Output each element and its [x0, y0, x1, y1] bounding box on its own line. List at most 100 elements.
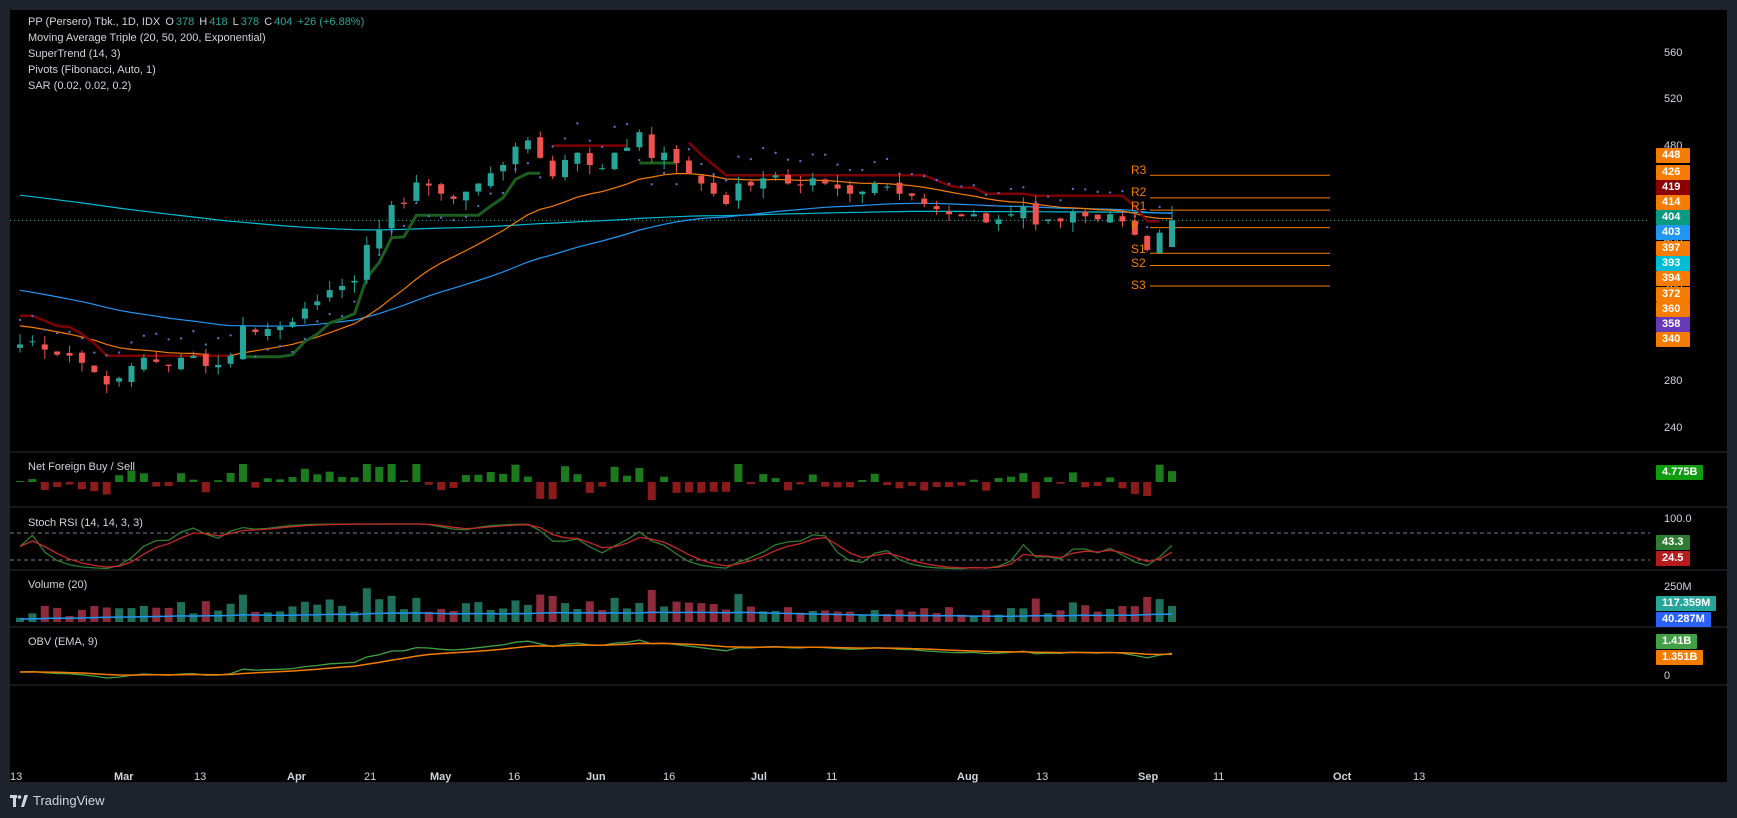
candle-body: [772, 175, 779, 178]
open-label: O: [165, 16, 174, 28]
sar-dot: [762, 146, 765, 150]
price-tag-sar: 358: [1656, 317, 1690, 332]
candle-body: [983, 213, 990, 223]
foreign-bar: [313, 474, 322, 482]
chart-canvas[interactable]: [10, 10, 1727, 782]
volume-bar: [1006, 608, 1015, 622]
sar-dot: [997, 191, 1000, 195]
foreign-bar: [238, 464, 247, 482]
ema20-line: [19, 173, 1173, 357]
high-label: H: [199, 16, 208, 28]
foreign-bar: [536, 482, 545, 499]
candle-body: [636, 132, 643, 148]
candle-body: [822, 179, 829, 184]
candle-body: [1119, 216, 1126, 222]
pane-title-foreign[interactable]: Net Foreign Buy / Sell: [28, 461, 135, 473]
tradingview-footer[interactable]: TradingView: [10, 793, 105, 808]
pane-title-obv[interactable]: OBV (EMA, 9): [28, 636, 98, 648]
price-tag-r2: 426: [1656, 165, 1690, 180]
indicator-supertrend[interactable]: SuperTrend (14, 3): [28, 48, 121, 60]
foreign-bar: [1068, 472, 1077, 482]
foreign-bar: [1006, 476, 1015, 482]
ema200-line: [19, 194, 1173, 231]
foreign-bar: [449, 482, 458, 488]
foreign-bar: [734, 464, 743, 482]
volume-bar: [474, 602, 483, 622]
candle-body: [301, 308, 308, 319]
sar-dot: [1046, 195, 1050, 198]
candle-body: [314, 301, 321, 306]
candle-body: [351, 280, 358, 283]
foreign-bar: [771, 478, 780, 482]
foreign-bar: [16, 481, 24, 482]
indicator-ema-triple[interactable]: Moving Average Triple (20, 50, 200, Expo…: [28, 32, 266, 44]
foreign-bar: [920, 482, 929, 491]
pivot-label-r1: R1: [1131, 199, 1147, 213]
volume-bar: [313, 604, 322, 622]
candle-body: [326, 290, 333, 298]
foreign-bar: [387, 464, 396, 482]
foreign-bar: [40, 482, 49, 491]
x-tick: Jun: [586, 771, 606, 783]
sar-dot: [266, 348, 269, 351]
candle-body: [413, 182, 420, 201]
sar-dot: [68, 330, 71, 333]
foreign-bar: [548, 482, 557, 500]
candle-body: [747, 181, 754, 186]
foreign-tag: 4.775B: [1656, 465, 1704, 480]
candle-body: [277, 327, 284, 331]
candle-body: [17, 344, 23, 348]
foreign-bar: [845, 482, 854, 488]
sar-dot: [427, 214, 430, 218]
volume-bar: [833, 611, 842, 622]
foreign-bar: [895, 482, 904, 489]
candle-body: [809, 178, 816, 186]
foreign-bar: [858, 480, 867, 482]
indicator-pivots[interactable]: Pivots (Fibonacci, Auto, 1): [28, 64, 156, 76]
candle-body: [574, 152, 581, 164]
foreign-bar: [1019, 473, 1028, 482]
foreign-bar: [523, 476, 532, 482]
sar-dot: [811, 153, 814, 156]
x-tick: 13: [1413, 771, 1426, 783]
candle-body: [1057, 218, 1064, 222]
volume-bar: [375, 599, 384, 622]
sar-dot: [551, 145, 554, 148]
foreign-bar: [53, 482, 62, 488]
low-label: L: [232, 16, 239, 28]
price-tag-s2: 360: [1656, 302, 1690, 317]
sar-dot: [1071, 187, 1075, 191]
volume-bar: [40, 605, 49, 622]
candle-body: [487, 173, 494, 187]
sar-dot: [1121, 190, 1124, 193]
pivot-label-s1: S1: [1131, 242, 1146, 256]
x-tick: Oct: [1333, 771, 1352, 783]
volume-bar: [622, 608, 631, 622]
pane-title-volume[interactable]: Volume (20): [28, 579, 88, 591]
sar-dot: [18, 318, 22, 322]
sar-dot: [588, 139, 592, 143]
sar-dot: [1059, 199, 1062, 202]
foreign-bar: [375, 466, 384, 482]
indicator-sar[interactable]: SAR (0.02, 0.02, 0.2): [28, 80, 132, 92]
change-value: +26 (+6.88%): [297, 16, 365, 28]
pane-title-stoch-rsi[interactable]: Stoch RSI (14, 14, 3, 3): [28, 517, 143, 529]
foreign-bar: [400, 480, 408, 482]
sar-dot: [662, 171, 666, 175]
close-value: 404: [274, 16, 293, 28]
volume-bar: [189, 613, 198, 622]
candle-body: [1045, 219, 1052, 222]
sar-dot: [439, 216, 443, 219]
chart-frame[interactable]: PP (Persero) Tbk., 1D, IDX O 378 H 418 L 37…: [10, 10, 1727, 783]
foreign-bar: [127, 470, 136, 482]
foreign-bar: [598, 482, 607, 487]
candle-body: [252, 329, 259, 333]
sar-dot: [80, 336, 84, 340]
sar-dot: [923, 174, 926, 178]
foreign-bar: [561, 466, 570, 482]
volume-bar: [461, 603, 470, 622]
volume-bar: [288, 606, 297, 622]
sar-dot: [737, 155, 740, 158]
foreign-bar: [1118, 482, 1127, 489]
foreign-bar: [350, 477, 359, 482]
